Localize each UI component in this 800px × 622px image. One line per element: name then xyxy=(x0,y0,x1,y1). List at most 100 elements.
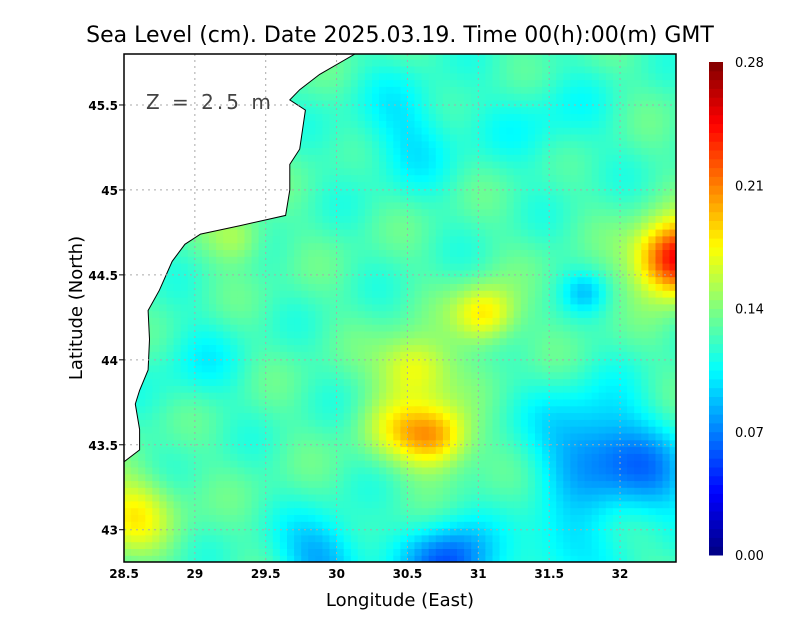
heatmap-cell xyxy=(414,215,423,223)
heatmap-cell xyxy=(364,290,373,298)
heatmap-cell xyxy=(421,514,430,522)
heatmap-cell xyxy=(527,147,536,155)
heatmap-cell xyxy=(464,541,472,549)
heatmap-cell xyxy=(556,358,564,366)
heatmap-cell xyxy=(308,99,316,108)
heatmap-cell xyxy=(556,337,564,346)
heatmap-cell xyxy=(584,392,593,400)
heatmap-cell xyxy=(513,229,522,237)
heatmap-cell xyxy=(223,487,231,495)
heatmap-cell xyxy=(563,235,571,244)
heatmap-cell xyxy=(421,181,430,189)
heatmap-cell xyxy=(308,534,316,543)
heatmap-cell xyxy=(237,235,246,244)
heatmap-cell xyxy=(386,528,394,536)
heatmap-cell xyxy=(336,222,345,230)
heatmap-cell xyxy=(471,222,479,230)
heatmap-cell xyxy=(549,514,557,522)
heatmap-cell xyxy=(315,385,323,393)
heatmap-cell xyxy=(400,215,409,223)
heatmap-cell xyxy=(357,324,366,332)
heatmap-cell xyxy=(386,466,394,475)
heatmap-cell xyxy=(577,324,586,332)
heatmap-cell xyxy=(556,548,564,556)
heatmap-cell xyxy=(159,303,168,312)
heatmap-cell xyxy=(357,364,366,373)
heatmap-cell xyxy=(343,514,352,522)
heatmap-cell xyxy=(400,337,409,346)
heatmap-cell xyxy=(584,385,593,393)
heatmap-cell xyxy=(379,201,387,210)
heatmap-cell xyxy=(407,215,416,223)
chart-title: Sea Level (cm). Date 2025.03.19. Time 00… xyxy=(86,23,714,48)
heatmap-cell xyxy=(279,521,288,529)
heatmap-cell xyxy=(194,337,203,346)
heatmap-cell xyxy=(159,283,168,291)
heatmap-cell xyxy=(549,398,557,407)
heatmap-cell xyxy=(329,358,338,366)
heatmap-cell xyxy=(442,256,451,264)
heatmap-cell xyxy=(230,358,238,366)
heatmap-cell xyxy=(258,494,267,502)
heatmap-cell xyxy=(265,269,274,278)
heatmap-cell xyxy=(563,412,571,420)
heatmap-cell xyxy=(336,344,345,352)
heatmap-cell xyxy=(400,534,409,543)
heatmap-cell xyxy=(279,541,288,549)
heatmap-cell xyxy=(584,310,593,318)
heatmap-cell xyxy=(258,229,267,237)
heatmap-cell xyxy=(421,79,430,87)
heatmap-cell xyxy=(357,385,366,393)
heatmap-cell xyxy=(265,534,274,543)
heatmap-cell xyxy=(457,188,465,196)
heatmap-cell xyxy=(159,534,168,543)
heatmap-cell xyxy=(499,269,508,278)
heatmap-cell xyxy=(513,72,522,81)
heatmap-cell xyxy=(237,256,246,264)
heatmap-cell xyxy=(301,534,309,543)
heatmap-cell xyxy=(520,79,529,87)
heatmap-cell xyxy=(457,310,465,318)
heatmap-cell xyxy=(315,99,323,108)
heatmap-cell xyxy=(364,351,373,359)
heatmap-cell xyxy=(166,541,175,549)
heatmap-cell xyxy=(492,351,501,359)
heatmap-cell xyxy=(230,378,238,386)
heatmap-cell xyxy=(180,460,189,468)
heatmap-cell xyxy=(166,521,175,529)
heatmap-cell xyxy=(343,385,352,393)
heatmap-cell xyxy=(393,283,401,291)
heatmap-cell xyxy=(329,127,338,135)
heatmap-cell xyxy=(513,480,522,488)
heatmap-cell xyxy=(471,256,479,264)
heatmap-cell xyxy=(216,412,224,420)
heatmap-cell xyxy=(145,419,153,427)
heatmap-cell xyxy=(364,256,373,264)
heatmap-cell xyxy=(131,500,139,509)
heatmap-cell xyxy=(301,161,309,169)
heatmap-cell xyxy=(478,120,486,128)
heatmap-cell xyxy=(556,297,564,305)
heatmap-cell xyxy=(421,494,430,502)
heatmap-cell xyxy=(124,473,132,482)
heatmap-cell xyxy=(322,392,331,400)
heatmap-cell xyxy=(294,201,302,210)
heatmap-cell xyxy=(315,263,323,271)
heatmap-cell xyxy=(315,208,323,216)
heatmap-cell xyxy=(329,113,338,121)
heatmap-cell xyxy=(542,548,550,556)
heatmap-cell xyxy=(322,310,331,318)
heatmap-cell xyxy=(187,473,196,482)
heatmap-cell xyxy=(159,473,168,482)
heatmap-cell xyxy=(563,528,571,536)
heatmap-cell xyxy=(216,541,224,549)
heatmap-cell xyxy=(329,324,338,332)
heatmap-cell xyxy=(159,500,168,509)
heatmap-cell xyxy=(301,249,309,257)
heatmap-cell xyxy=(350,188,359,196)
heatmap-cell xyxy=(400,446,409,454)
heatmap-cell xyxy=(223,249,231,257)
heatmap-cell xyxy=(513,59,522,67)
heatmap-cell xyxy=(450,195,458,203)
heatmap-cell xyxy=(308,120,316,128)
